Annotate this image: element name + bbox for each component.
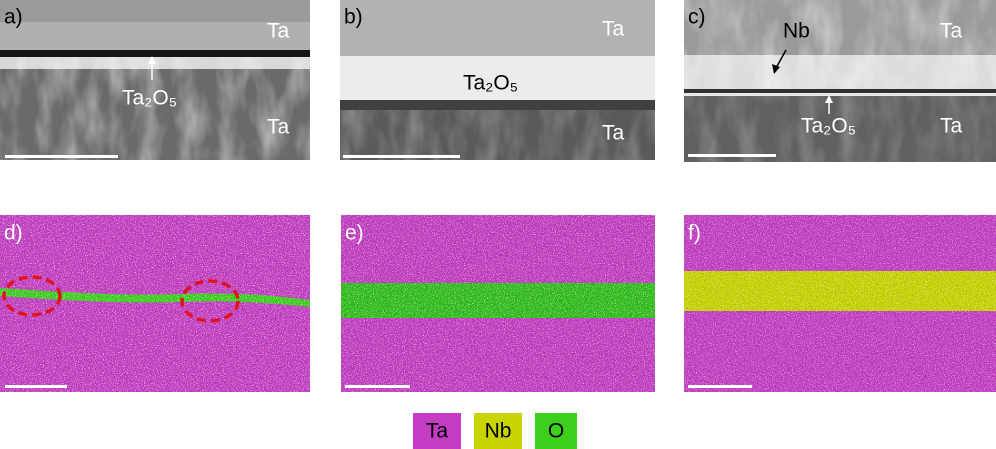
legend-swatch — [413, 413, 461, 449]
legend: Ta Nb O — [413, 413, 577, 449]
legend-swatch — [474, 413, 522, 449]
annotation: Ta — [267, 116, 290, 139]
panel-b: b) Ta Ta₂O₅ Ta — [340, 0, 655, 160]
panel-label: c) — [688, 6, 706, 29]
panel-label: a) — [4, 6, 23, 29]
legend-label: O — [548, 420, 564, 443]
scale-bar — [5, 155, 118, 158]
scale-bar — [688, 385, 752, 388]
panel-d: d) — [0, 215, 310, 392]
legend-label: Nb — [485, 420, 512, 443]
annotation: Ta — [602, 18, 625, 41]
scale-bar — [343, 155, 460, 158]
panel-c: c) Nb Ta Ta₂O₅ Ta — [684, 0, 996, 162]
panel-label: f) — [688, 222, 701, 245]
panel-label: b) — [344, 6, 363, 29]
annotation: Ta — [602, 122, 625, 145]
annotation: Ta — [267, 20, 290, 43]
panel-e: e) — [341, 215, 655, 392]
scale-bar — [345, 385, 410, 388]
annotation: Ta — [940, 115, 963, 138]
annotation: Nb — [783, 20, 810, 43]
panel-f: f) — [684, 215, 996, 392]
annotation: Ta₂O₅ — [122, 87, 177, 110]
legend-swatch — [535, 413, 577, 449]
legend-label: Ta — [426, 420, 449, 443]
annotation: Ta — [940, 20, 963, 43]
panel-label: d) — [4, 222, 23, 245]
scale-bar — [5, 385, 67, 388]
panel-label: e) — [345, 222, 364, 245]
annotation: Ta₂O₅ — [463, 72, 518, 95]
scale-bar — [688, 154, 776, 157]
annotation: Ta₂O₅ — [801, 115, 856, 138]
panel-a: a) Ta Ta₂O₅ Ta — [0, 0, 310, 160]
